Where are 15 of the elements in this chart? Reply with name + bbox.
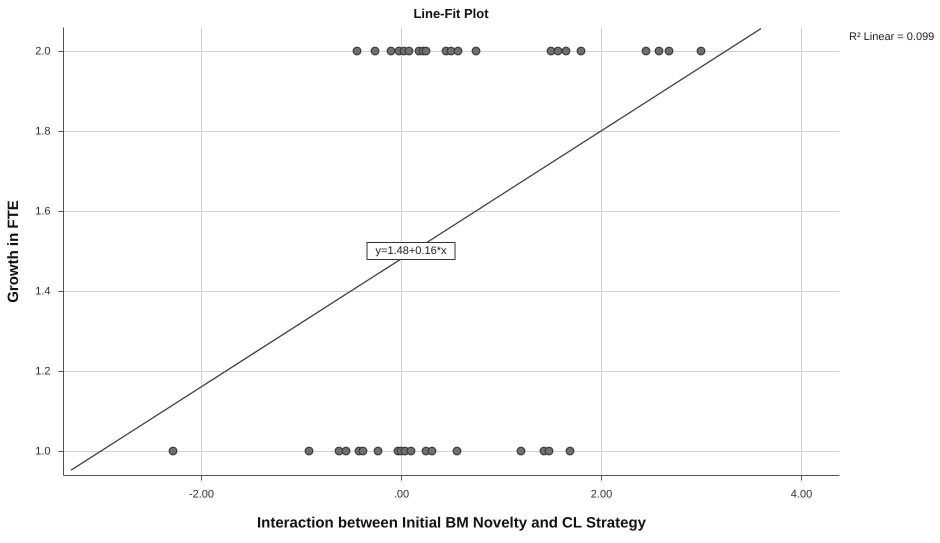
x-tick-label: .00	[394, 488, 410, 500]
text: R² Linear = 0.099	[849, 31, 934, 43]
y-tick-label: 1.6	[35, 206, 50, 218]
y-tick-label: 1.4	[35, 286, 50, 298]
y-tick-label: 2.0	[35, 46, 50, 58]
y-tick-label: 1.8	[35, 126, 50, 138]
x-axis-title: Interaction between Initial BM Novelty and CL Strategy	[257, 514, 647, 532]
y-tick-label: 1.2	[35, 366, 50, 378]
annotation: y=1.48+0.16*x	[376, 245, 447, 257]
x-tick-label: -2.00	[188, 488, 214, 500]
x-tick-label: 4.00	[790, 488, 812, 500]
y-axis-title: Growth in FTE	[5, 200, 22, 303]
x-tick-label: 2.00	[590, 488, 612, 500]
chart-title: Line-Fit Plot	[413, 6, 490, 21]
y-tick-label: 1.0	[35, 446, 50, 458]
